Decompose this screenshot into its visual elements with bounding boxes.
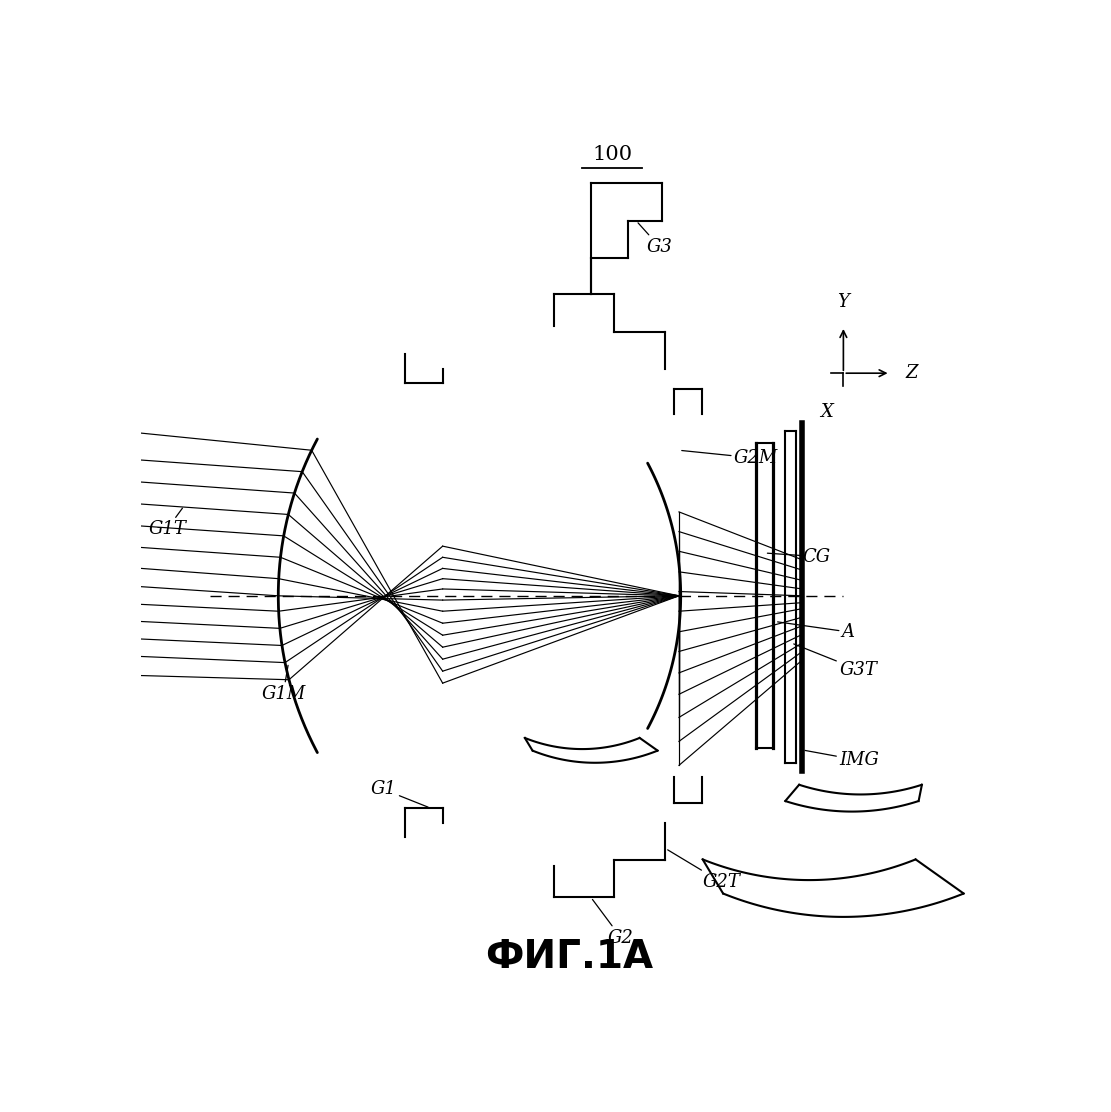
Text: G2T: G2T	[668, 850, 740, 891]
Text: G1: G1	[371, 781, 428, 807]
Text: CG: CG	[768, 547, 830, 566]
Text: G3: G3	[638, 222, 672, 256]
Text: IMG: IMG	[805, 751, 879, 770]
Text: 100: 100	[592, 146, 632, 165]
Text: G2M: G2M	[682, 449, 778, 467]
Text: A: A	[778, 622, 854, 641]
Text: X: X	[820, 404, 833, 421]
Text: Y: Y	[838, 292, 849, 310]
Text: G1T: G1T	[148, 508, 186, 538]
Text: Z: Z	[905, 365, 919, 383]
Text: G3T: G3T	[793, 644, 877, 678]
Text: ФИГ.1A: ФИГ.1A	[486, 939, 653, 976]
Text: G2: G2	[592, 900, 633, 946]
Text: G1M: G1M	[261, 665, 306, 703]
